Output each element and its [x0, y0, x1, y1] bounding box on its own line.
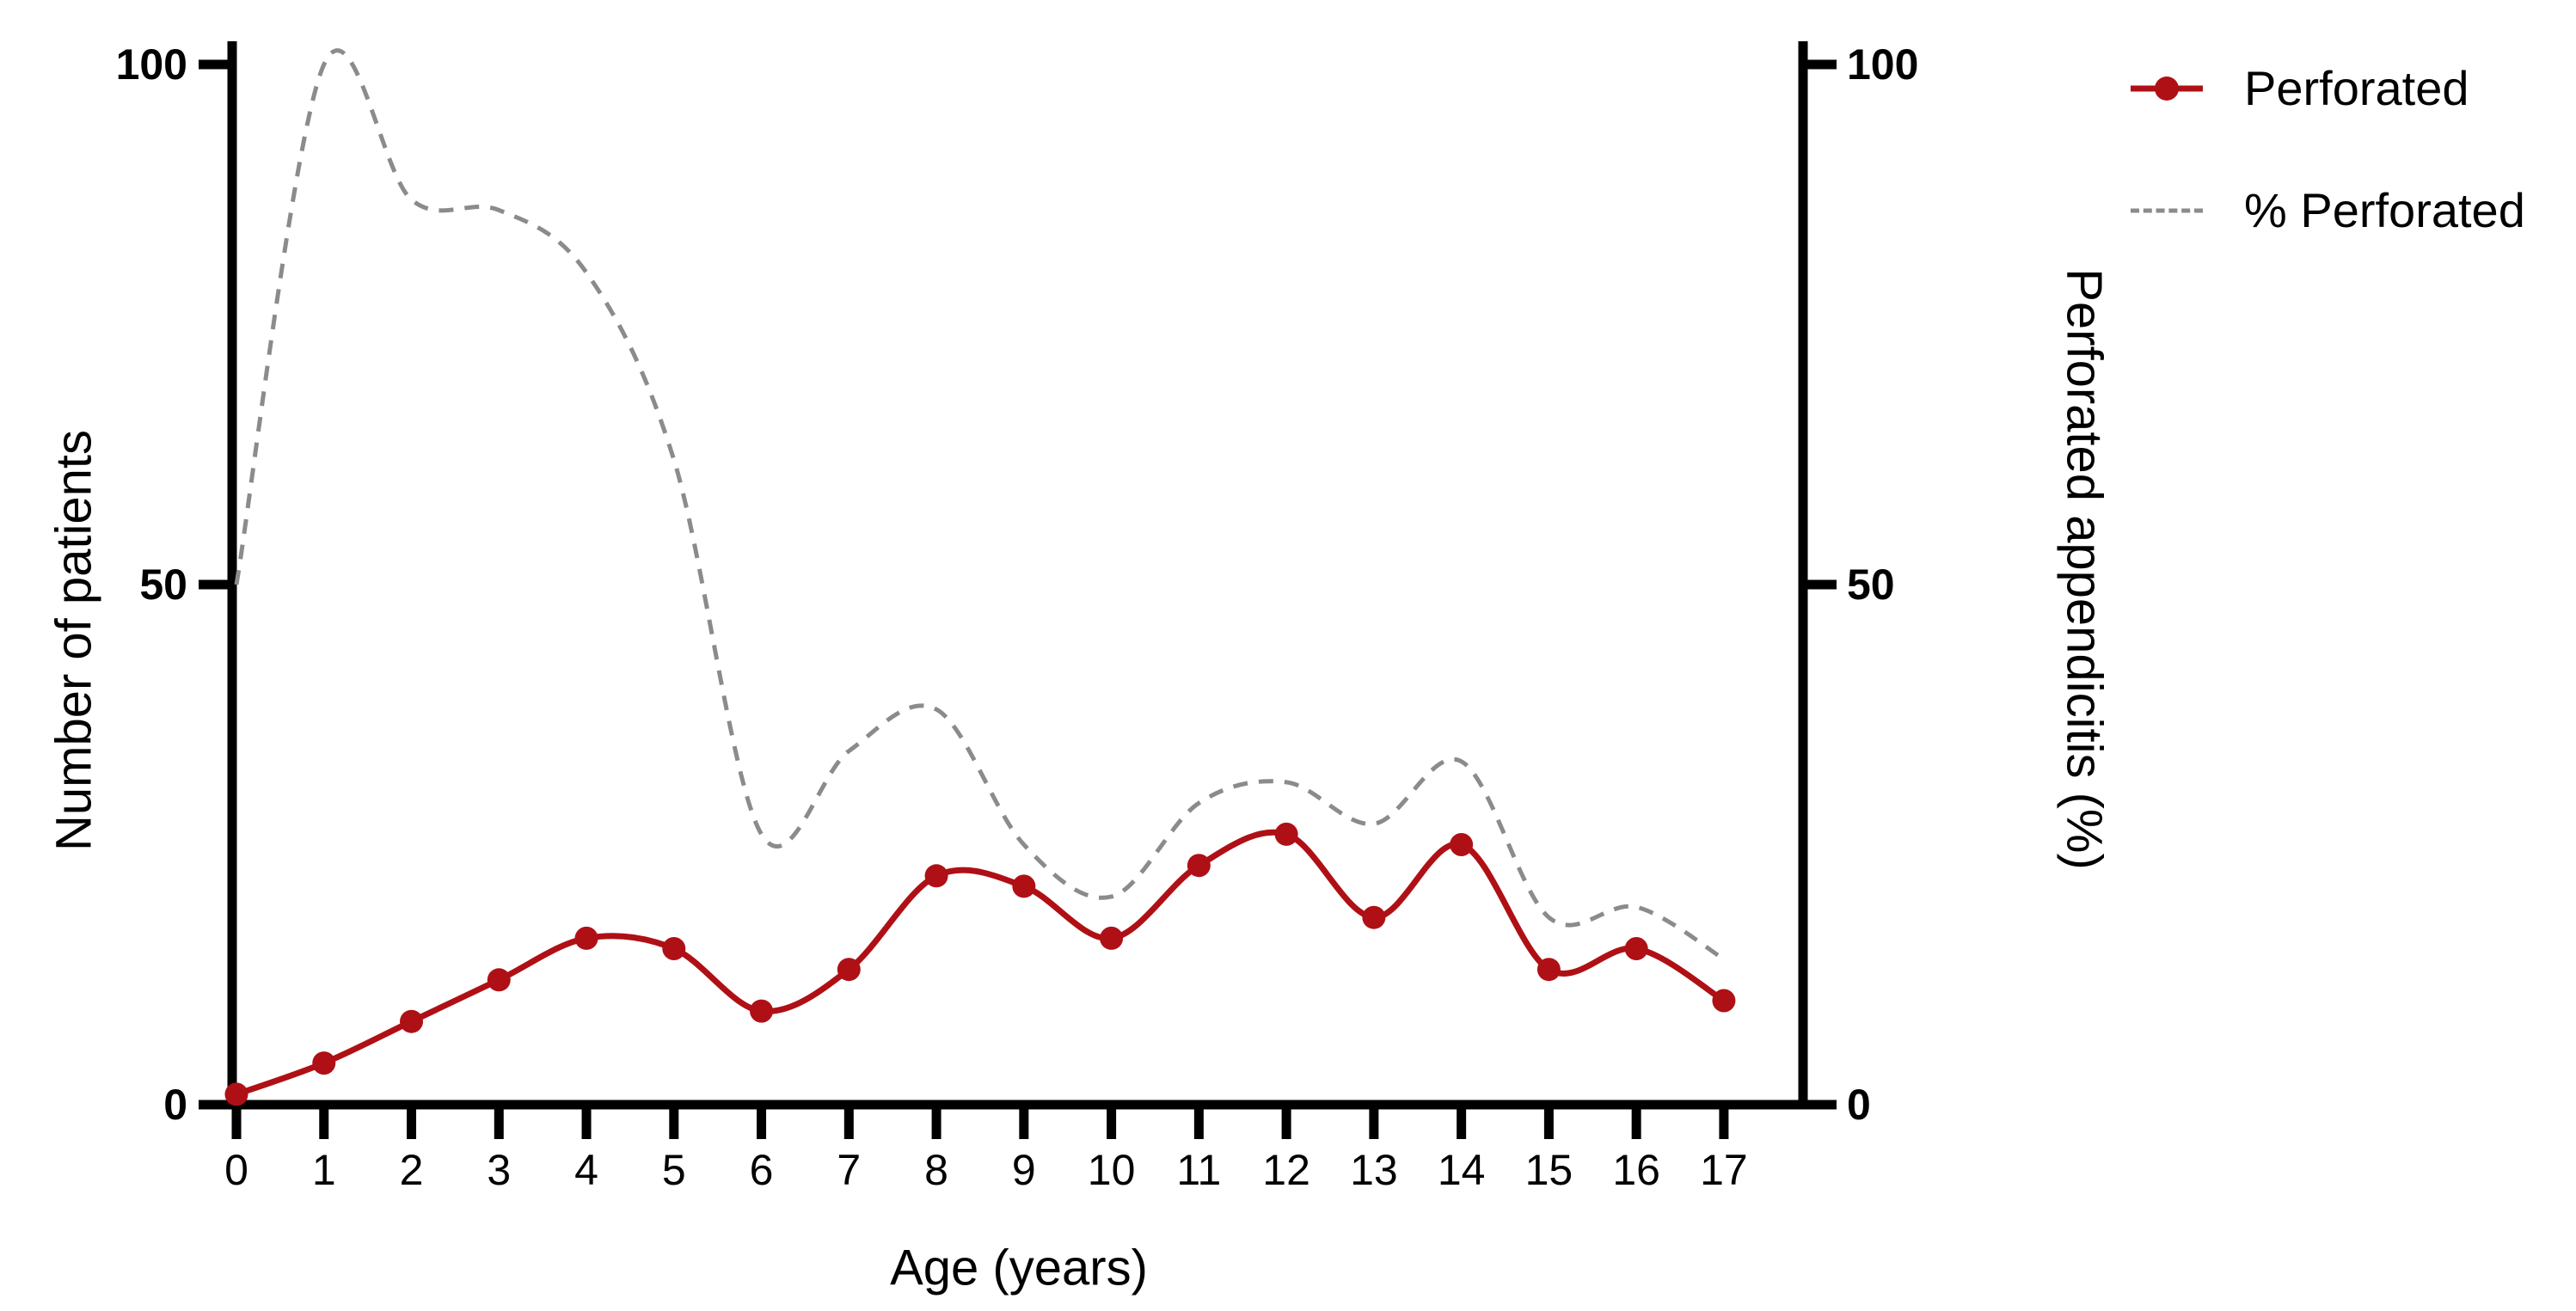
- x-tick-label: 5: [662, 1146, 686, 1194]
- x-axis-title: Age (years): [890, 1240, 1148, 1296]
- x-tick-label: 15: [1525, 1146, 1573, 1194]
- data-point-marker: [1450, 833, 1474, 856]
- x-tick-label: 8: [924, 1146, 948, 1194]
- percent-perforated-series-marker-icon: [2131, 199, 2203, 223]
- x-tick-label: 1: [312, 1146, 336, 1194]
- data-point-marker: [487, 968, 511, 992]
- legend: Perforated % Perforated: [2131, 28, 2525, 272]
- percent-perforated-line: [234, 48, 1726, 961]
- x-tick-label: 13: [1350, 1146, 1398, 1194]
- data-point-marker: [1100, 926, 1124, 950]
- data-point-marker: [750, 999, 774, 1023]
- x-tick-label: 0: [224, 1146, 248, 1194]
- x-tick-label: 16: [1612, 1146, 1660, 1194]
- data-point-marker: [837, 958, 861, 982]
- legend-label-percent-perforated: % Perforated: [2244, 183, 2525, 237]
- x-tick-label: 7: [837, 1146, 861, 1194]
- data-point-marker: [312, 1051, 336, 1075]
- legend-item-percent-perforated: % Perforated: [2131, 150, 2525, 272]
- data-point-marker: [1362, 905, 1386, 929]
- series: [224, 48, 1736, 1106]
- x-tick-label: 4: [574, 1146, 598, 1194]
- axis-ticks: [199, 59, 1837, 1139]
- x-tick-label: 6: [750, 1146, 774, 1194]
- left-y-tick-label: 0: [163, 1081, 187, 1129]
- x-tick-label: 14: [1438, 1146, 1486, 1194]
- right-axis-title: Perforated appendicitis (%): [2056, 268, 2113, 870]
- left-y-tick-label: 100: [116, 40, 187, 89]
- left-axis-title: Number of patients: [46, 429, 102, 852]
- data-point-marker: [1274, 822, 1298, 846]
- left-y-tick-label: 50: [139, 561, 187, 609]
- perforated-series-marker-icon: [2131, 77, 2203, 101]
- x-tick-label: 11: [1176, 1146, 1221, 1194]
- legend-label-perforated: Perforated: [2244, 61, 2469, 115]
- axes: [227, 41, 1808, 1110]
- x-tick-label: 3: [487, 1146, 511, 1194]
- right-y-tick-label: 50: [1847, 561, 1895, 609]
- legend-item-perforated: Perforated: [2131, 28, 2525, 150]
- x-tick-label: 12: [1262, 1146, 1310, 1194]
- data-point-marker: [1712, 989, 1736, 1013]
- data-point-marker: [224, 1082, 248, 1106]
- data-point-marker: [924, 864, 948, 888]
- data-point-marker: [574, 926, 598, 950]
- perforated-line: [235, 829, 1726, 1098]
- x-tick-label: 17: [1700, 1146, 1748, 1194]
- data-point-marker: [1187, 854, 1211, 878]
- x-tick-label: 10: [1088, 1146, 1136, 1194]
- x-tick-label: 9: [1012, 1146, 1036, 1194]
- right-y-tick-label: 100: [1847, 40, 1918, 89]
- red-dot-icon: [2155, 77, 2179, 101]
- gray-dashed-line-icon: [2131, 208, 2203, 213]
- right-y-tick-label: 0: [1847, 1081, 1871, 1129]
- data-point-marker: [662, 937, 686, 960]
- x-tick-label: 2: [400, 1146, 424, 1194]
- data-point-marker: [1536, 958, 1561, 982]
- data-point-marker: [400, 1009, 424, 1033]
- data-point-marker: [1012, 874, 1036, 898]
- data-point-marker: [1624, 937, 1648, 960]
